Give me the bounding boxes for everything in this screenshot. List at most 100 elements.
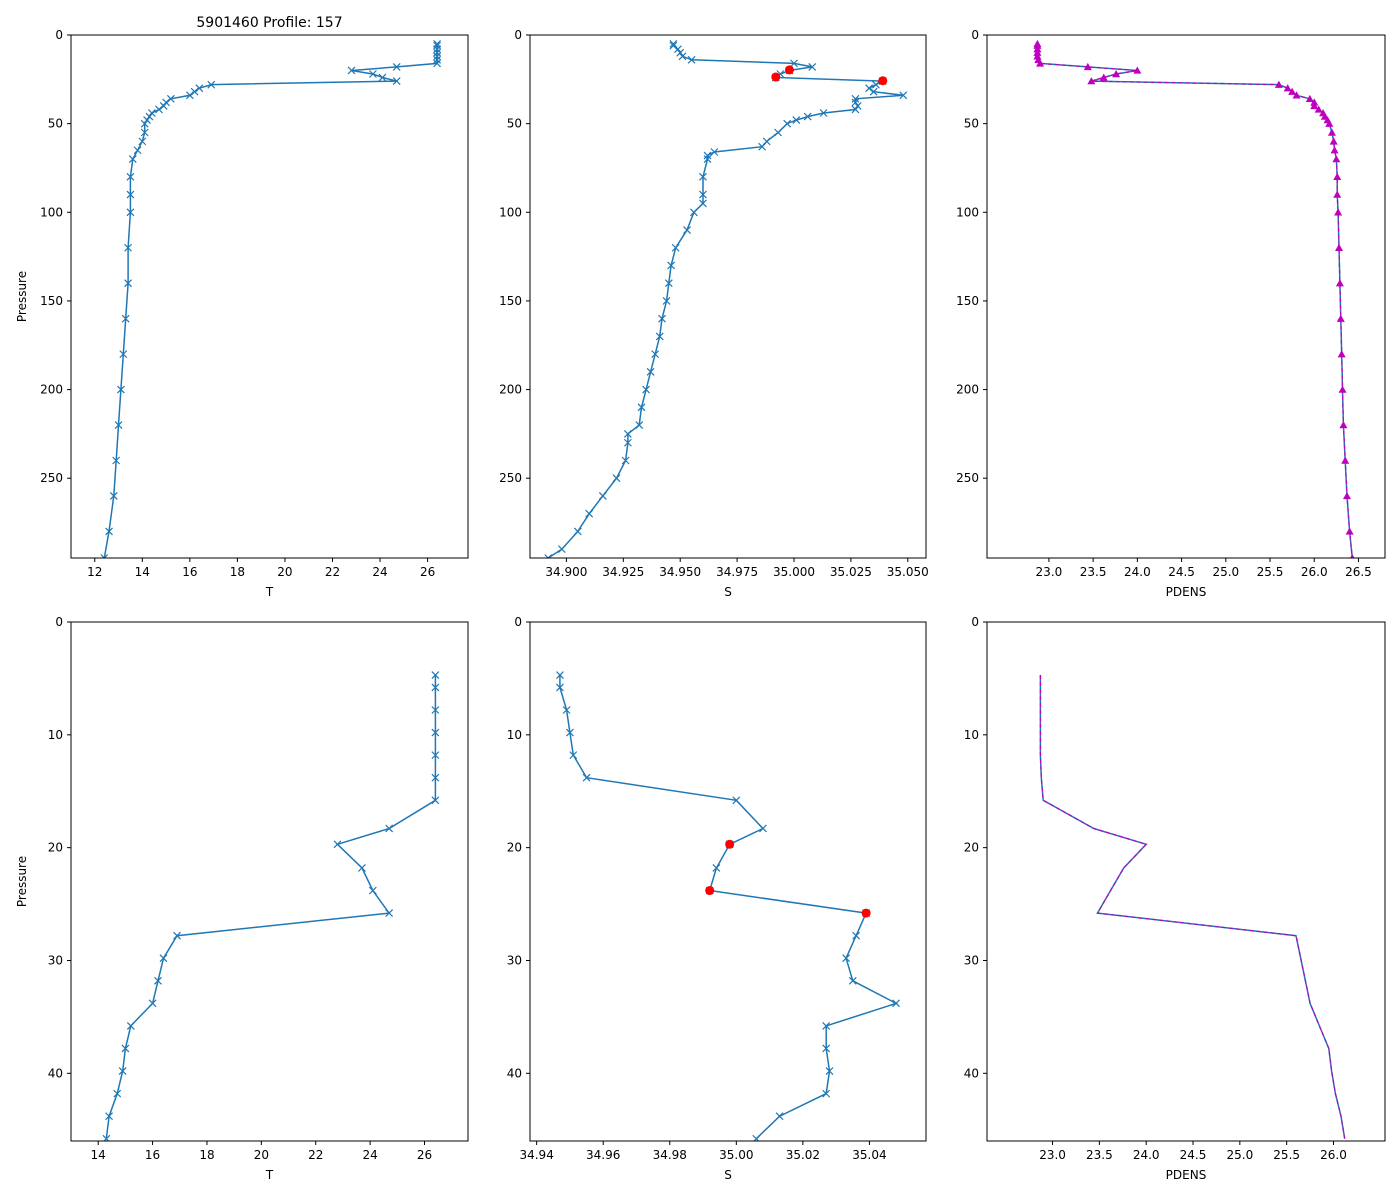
data-point-marker <box>433 48 442 57</box>
highlight-point <box>861 908 871 918</box>
data-point-marker <box>116 385 125 394</box>
y-tick-label: 100 <box>956 205 979 219</box>
plot-area <box>544 39 908 558</box>
series-line-t <box>103 43 438 558</box>
y-axis-label: Pressure <box>15 271 29 322</box>
data-point-marker <box>121 1044 130 1053</box>
x-tick-label: 34.94 <box>519 1148 553 1162</box>
axes-frame <box>986 621 1386 1142</box>
y-tick-label: 30 <box>964 953 979 967</box>
data-point-marker <box>689 208 698 217</box>
x-axis-label: S <box>724 585 732 599</box>
y-tick-label: 40 <box>964 1066 979 1080</box>
data-point-marker <box>792 116 801 125</box>
data-point-marker <box>676 48 685 57</box>
data-point-marker <box>869 87 878 96</box>
x-tick-label: 34.925 <box>602 565 644 579</box>
data-point-marker <box>124 243 132 252</box>
data-point-marker <box>774 128 782 137</box>
data-point-marker <box>637 403 646 412</box>
series-line-pdens <box>1039 675 1346 1139</box>
highlight-point <box>771 72 781 82</box>
y-tick-label: 0 <box>55 28 63 42</box>
axes-frame <box>70 34 469 559</box>
data-point-marker <box>585 509 594 518</box>
y-tick-label: 20 <box>507 841 522 855</box>
y-tick-label: 0 <box>971 28 979 42</box>
data-point-marker <box>699 172 707 181</box>
data-point-marker <box>102 1134 111 1141</box>
y-tick-label: 100 <box>499 205 522 219</box>
data-point-marker <box>378 73 387 82</box>
data-point-marker <box>674 45 682 54</box>
data-point-marker <box>569 751 578 760</box>
x-tick-label: 22 <box>325 565 340 579</box>
x-tick-label: 20 <box>254 1148 269 1162</box>
x-tick-label: 25.5 <box>1257 565 1284 579</box>
data-point-marker <box>759 824 767 833</box>
x-axis-label: PDENS <box>1166 1168 1207 1182</box>
axes-frame <box>529 34 927 559</box>
x-tick-label: 35.02 <box>786 1148 820 1162</box>
data-point-marker <box>556 671 564 679</box>
data-point-marker <box>114 421 123 429</box>
data-point-marker <box>664 279 673 288</box>
data-point-marker <box>185 91 194 100</box>
data-point-marker <box>758 142 767 151</box>
x-tick-label: 23.0 <box>1036 565 1063 579</box>
data-point-marker <box>431 773 440 782</box>
data-point-marker <box>1305 94 1314 103</box>
data-point-marker <box>145 112 154 121</box>
y-tick-label: 200 <box>499 383 522 397</box>
data-point-marker <box>431 751 440 760</box>
y-tick-label: 50 <box>964 117 979 131</box>
x-tick-label: 20 <box>277 565 292 579</box>
data-point-marker <box>368 70 377 78</box>
data-point-marker <box>703 155 712 164</box>
data-point-marker <box>712 864 721 872</box>
data-point-marker <box>819 109 828 117</box>
x-tick-label: 18 <box>199 1148 214 1162</box>
data-point-marker <box>651 350 660 359</box>
data-point-marker <box>109 492 118 500</box>
data-point-marker <box>159 101 168 110</box>
data-point-marker <box>155 105 163 114</box>
data-point-marker <box>790 59 798 68</box>
data-point-marker <box>1283 84 1292 92</box>
data-point-marker <box>133 146 142 155</box>
data-point-marker <box>1330 146 1339 154</box>
data-point-marker <box>1338 385 1347 393</box>
x-tick-label: 14 <box>135 565 150 579</box>
y-tick-label: 20 <box>964 841 979 855</box>
data-point-marker <box>124 279 132 288</box>
data-point-marker <box>556 683 564 692</box>
x-tick-label: 26 <box>420 565 435 579</box>
data-point-marker <box>671 243 680 252</box>
plot-area <box>1033 39 1355 558</box>
y-tick-label: 100 <box>40 205 63 219</box>
data-point-marker <box>775 1112 784 1121</box>
data-point-marker <box>1099 73 1108 81</box>
data-point-marker <box>899 91 908 100</box>
chart-title: 5901460 Profile: 157 <box>196 15 342 31</box>
data-point-marker <box>1310 101 1319 110</box>
data-point-marker <box>621 456 630 465</box>
data-point-marker <box>358 864 366 872</box>
data-point-marker <box>143 116 151 125</box>
data-point-marker <box>848 976 857 985</box>
data-point-marker <box>173 931 181 940</box>
data-point-marker <box>392 77 401 86</box>
x-tick-label: 35.00 <box>719 1148 753 1162</box>
data-point-marker <box>635 421 644 429</box>
data-point-marker <box>851 105 860 114</box>
data-point-marker <box>433 45 442 54</box>
y-tick-label: 20 <box>48 841 63 855</box>
y-tick-label: 30 <box>507 953 522 967</box>
data-point-marker <box>1333 190 1342 198</box>
data-point-marker <box>1036 59 1045 67</box>
data-point-marker <box>803 112 812 121</box>
x-tick-label: 12 <box>87 565 102 579</box>
data-point-marker <box>566 728 574 737</box>
data-point-marker <box>113 1089 122 1098</box>
data-point-marker <box>808 62 817 71</box>
